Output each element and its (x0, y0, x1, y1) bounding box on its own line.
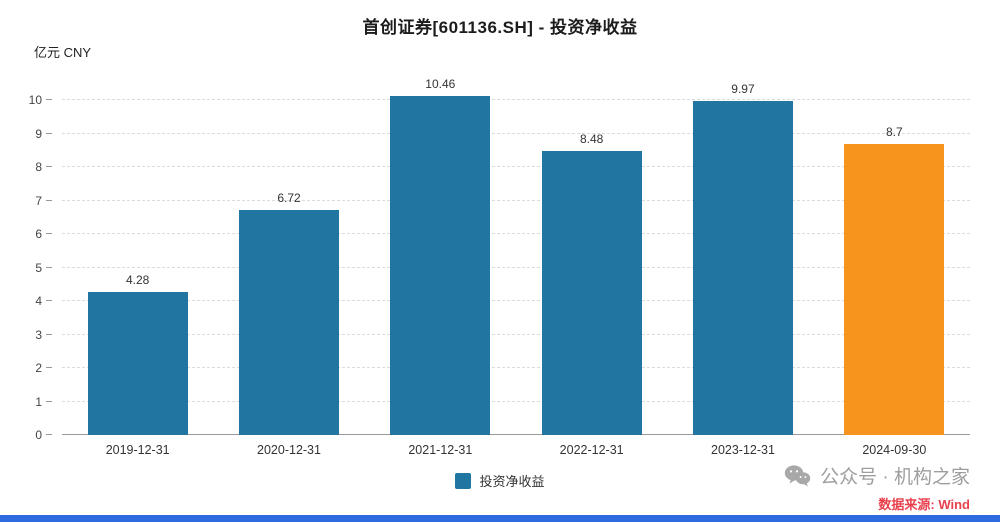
y-axis-tickmark (46, 333, 52, 335)
bar-2019-12-31[interactable] (87, 291, 188, 435)
bottom-blue-strip (0, 515, 1000, 522)
plot-area: 4.28 6.72 10.46 8.48 9.97 8.7 (62, 77, 970, 435)
y-axis-tickmark (46, 199, 52, 201)
gridline (62, 199, 970, 201)
bar-series: 4.28 6.72 10.46 8.48 9.97 8.7 (62, 77, 970, 435)
y-axis-tick-label: 6 (35, 227, 42, 242)
gridline (62, 367, 970, 369)
bar-group: 8.48 (516, 77, 667, 435)
x-axis-label: 2020-12-31 (257, 443, 321, 457)
legend[interactable]: 投资净收益 (0, 471, 1000, 490)
gridline (62, 333, 970, 335)
watermark-footer: 公众号 · 机构之家 数据来源: Wind (784, 462, 970, 513)
x-axis-line (62, 434, 970, 435)
x-axis-label: 2019-12-31 (105, 443, 170, 457)
bar-value-label: 6.72 (277, 191, 301, 206)
bar-value-label: 8.48 (579, 132, 604, 147)
bar-group: 8.7 (819, 77, 970, 435)
bar-2024-09-30[interactable] (844, 143, 945, 435)
y-axis-tickmark (46, 434, 52, 435)
x-axis-label: 2023-12-31 (711, 443, 775, 457)
gridlines (62, 77, 970, 435)
gridline (62, 233, 970, 235)
gridline (62, 132, 970, 134)
x-axis-label: 2024-09-30 (862, 443, 927, 457)
y-axis-tick-label: 2 (35, 361, 42, 376)
y-axis-tickmark (46, 166, 52, 168)
y-axis-tickmark (46, 132, 52, 134)
gridline (62, 99, 970, 101)
y-axis-tickmark (46, 367, 52, 369)
x-axis-label: 2022-12-31 (559, 443, 624, 457)
y-axis: 0 1 2 3 4 5 6 7 8 9 10 (0, 77, 56, 442)
chart-title: 首创证券[601136.SH] - 投资净收益 (362, 18, 638, 37)
bar-2021-12-31[interactable] (390, 96, 491, 435)
y-axis-tick-label: 0 (35, 428, 42, 442)
y-axis-tickmark (46, 99, 52, 101)
bar-value-label: 4.28 (125, 272, 150, 287)
y-axis-tickmark (46, 300, 52, 302)
y-axis-tick-label: 7 (35, 193, 42, 208)
y-axis-tick-label: 8 (35, 160, 42, 175)
legend-label: 投资净收益 (479, 474, 545, 489)
bar-2023-12-31[interactable] (693, 101, 793, 435)
bar-value-label: 10.46 (425, 77, 456, 91)
bar-value-label: 8.7 (885, 124, 903, 139)
bar-value-label: 9.97 (731, 82, 755, 97)
bar-2022-12-31[interactable] (541, 151, 642, 435)
gridline (62, 300, 970, 302)
y-axis-tick-label: 1 (35, 394, 42, 409)
bar-group: 6.72 (213, 77, 364, 435)
y-axis-tickmark (46, 266, 52, 268)
y-axis-tickmark (46, 400, 52, 402)
gridline (62, 266, 970, 268)
wechat-icon (784, 464, 811, 488)
gridline (62, 400, 970, 402)
data-source-label: 数据来源: Wind (878, 497, 970, 512)
y-axis-tick-label: 5 (35, 260, 42, 275)
bar-group: 9.97 (667, 77, 818, 435)
y-axis-tick-label: 10 (28, 93, 42, 108)
y-axis-tick-label: 4 (35, 294, 42, 309)
bar-group: 4.28 (62, 77, 213, 435)
bar-2020-12-31[interactable] (239, 210, 339, 435)
wechat-account-row: 公众号 · 机构之家 (784, 462, 970, 489)
legend-swatch-icon (455, 472, 472, 489)
y-axis-tick-label: 3 (35, 327, 42, 342)
y-axis-unit-label: 亿元 CNY (34, 45, 92, 60)
gridline (62, 166, 970, 168)
wechat-account-label: 公众号 · 机构之家 (820, 467, 970, 488)
x-axis-label: 2021-12-31 (408, 443, 473, 457)
y-axis-tickmark (46, 233, 52, 235)
x-axis: 2019-12-31 2020-12-31 2021-12-31 2022-12-31… (62, 443, 970, 457)
y-axis-tick-label: 9 (35, 126, 42, 141)
bar-group: 10.46 (365, 77, 516, 435)
